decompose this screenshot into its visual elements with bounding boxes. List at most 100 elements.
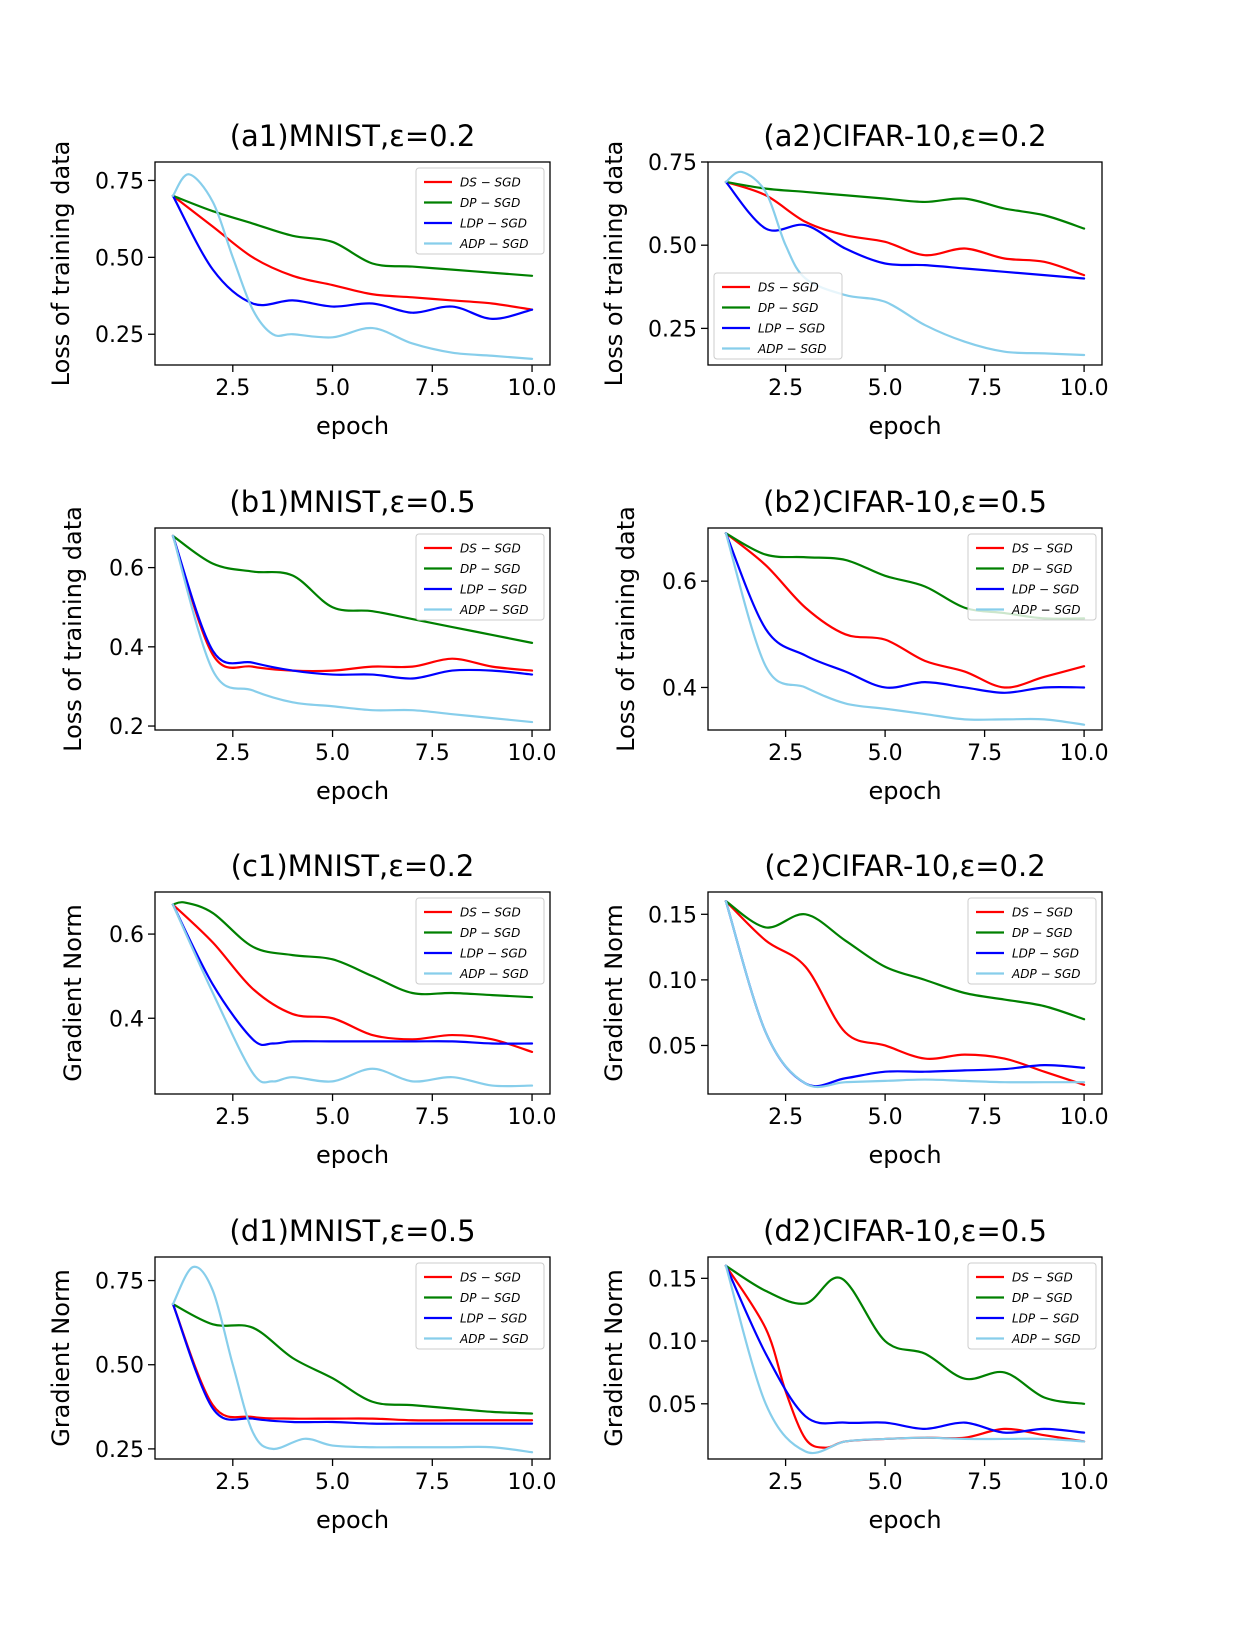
legend-label-4: ADP − SGD xyxy=(757,342,827,356)
x-tick-label: 7.5 xyxy=(415,1470,450,1495)
x-axis-label: epoch xyxy=(868,777,941,805)
series-line-2 xyxy=(724,1264,1086,1405)
x-tick-label: 2.5 xyxy=(215,376,250,401)
plot-frame xyxy=(707,161,1103,366)
series-line-3 xyxy=(724,1264,1086,1434)
x-tick-label: 2.5 xyxy=(768,1470,803,1495)
series-line-1 xyxy=(724,900,1086,1086)
y-tick-label: 0.15 xyxy=(648,903,697,928)
legend-box xyxy=(415,533,545,621)
legend-box xyxy=(415,167,545,255)
chart-title: (b1)MNIST,ε=0.5 xyxy=(229,485,475,519)
series-line-1 xyxy=(724,532,1086,689)
series-line-4 xyxy=(724,900,1086,1088)
series-line-1 xyxy=(724,180,1086,277)
series-line-3 xyxy=(724,532,1086,694)
chart-panel-5: (c1)MNIST,ε=0.2 2.5 5.0 7.5 10.0 0.4 0.6 epoch G… xyxy=(59,849,557,1169)
y-axis-label: Gradient Norm xyxy=(47,1269,75,1447)
x-tick-label: 2.5 xyxy=(215,1470,250,1495)
y-tick-label: 0.50 xyxy=(95,246,144,271)
legend-box xyxy=(415,1262,545,1350)
chart-panel-6: (c2)CIFAR-10,ε=0.2 2.5 5.0 7.5 10.0 0.05 0.10 0… xyxy=(600,849,1109,1169)
legend-label-3: LDP − SGD xyxy=(1012,583,1079,597)
x-tick-label: 10.0 xyxy=(1060,1105,1109,1130)
series-line-4 xyxy=(171,173,534,360)
series-group xyxy=(724,900,1086,1088)
legend-label-4: ADP − SGD xyxy=(1011,967,1081,981)
y-tick-label: 0.05 xyxy=(648,1393,697,1418)
series-line-2 xyxy=(171,1303,534,1415)
y-axis-label: Loss of training data xyxy=(47,141,75,387)
series-line-1 xyxy=(171,1303,534,1422)
chart-title: (a1)MNIST,ε=0.2 xyxy=(230,119,476,153)
legend: DS − SGD DP − SGD LDP − SGD ADP − SGD xyxy=(415,533,545,621)
legend-label-3: LDP − SGD xyxy=(1012,1312,1079,1326)
x-tick-label: 2.5 xyxy=(768,376,803,401)
x-tick-label: 7.5 xyxy=(967,1105,1002,1130)
legend: DS − SGD DP − SGD LDP − SGD ADP − SGD xyxy=(713,272,843,360)
x-tick-label: 5.0 xyxy=(868,1470,903,1495)
y-tick-label: 0.10 xyxy=(648,969,697,994)
legend-label-1: DS − SGD xyxy=(1012,1271,1073,1285)
y-tick-label: 0.05 xyxy=(648,1034,697,1059)
chart-panel-8: (d2)CIFAR-10,ε=0.5 2.5 5.0 7.5 10.0 0.05 0.10 0… xyxy=(600,1214,1109,1534)
series-line-3 xyxy=(171,903,534,1047)
y-tick-label: 0.4 xyxy=(109,1007,144,1032)
series-line-3 xyxy=(724,180,1086,280)
y-tick-label: 0.50 xyxy=(95,1354,144,1379)
legend: DS − SGD DP − SGD LDP − SGD ADP − SGD xyxy=(967,533,1097,621)
series-line-2 xyxy=(724,900,1086,1021)
chart-title: (c1)MNIST,ε=0.2 xyxy=(231,849,475,883)
x-axis-label: epoch xyxy=(316,1506,389,1534)
y-tick-label: 0.6 xyxy=(109,923,144,948)
x-axis-label: epoch xyxy=(868,1506,941,1534)
series-group xyxy=(171,901,534,1088)
plot-frame xyxy=(707,527,1103,731)
legend: DS − SGD DP − SGD LDP − SGD ADP − SGD xyxy=(967,1262,1097,1350)
x-tick-label: 10.0 xyxy=(1060,741,1109,766)
chart-panel-4: (b2)CIFAR-10,ε=0.5 2.5 5.0 7.5 10.0 0.4 0.6 epo… xyxy=(612,485,1109,805)
x-tick-label: 2.5 xyxy=(215,1105,250,1130)
y-tick-label: 0.6 xyxy=(109,557,144,582)
legend-label-2: DP − SGD xyxy=(460,562,520,576)
series-line-2 xyxy=(171,194,534,277)
y-axis-label: Loss of training data xyxy=(600,141,628,387)
x-tick-label: 5.0 xyxy=(315,1105,350,1130)
y-axis-label: Loss of training data xyxy=(612,506,640,752)
legend-label-2: DP − SGD xyxy=(460,196,520,210)
x-tick-label: 7.5 xyxy=(415,1105,450,1130)
plot-frame xyxy=(154,161,551,366)
x-tick-label: 7.5 xyxy=(415,741,450,766)
legend-label-1: DS − SGD xyxy=(758,281,819,295)
chart-panel-2: (a2)CIFAR-10,ε=0.2 2.5 5.0 7.5 10.0 0.25 0.50 0… xyxy=(600,119,1109,440)
series-group xyxy=(724,170,1086,357)
series-line-4 xyxy=(171,534,534,724)
legend-box xyxy=(967,1262,1097,1350)
legend-label-4: ADP − SGD xyxy=(459,967,529,981)
legend-box xyxy=(415,897,545,985)
series-line-4 xyxy=(724,170,1086,357)
chart-panel-7: (d1)MNIST,ε=0.5 2.5 5.0 7.5 10.0 0.25 0.50 0.75… xyxy=(47,1214,557,1534)
chart-title: (b2)CIFAR-10,ε=0.5 xyxy=(763,485,1047,519)
legend-label-3: LDP − SGD xyxy=(758,322,825,336)
plot-frame xyxy=(154,527,551,731)
legend: DS − SGD DP − SGD LDP − SGD ADP − SGD xyxy=(967,897,1097,985)
legend-label-4: ADP − SGD xyxy=(459,603,529,617)
series-line-3 xyxy=(171,534,534,680)
series-line-3 xyxy=(171,194,534,320)
legend-box xyxy=(713,272,843,360)
series-group xyxy=(171,1265,534,1454)
chart-title: (c2)CIFAR-10,ε=0.2 xyxy=(764,849,1045,883)
x-tick-label: 10.0 xyxy=(508,376,557,401)
chart-panel-1: (a1)MNIST,ε=0.2 2.5 5.0 7.5 10.0 0.25 0.50 0.75… xyxy=(47,119,557,440)
legend-label-2: DP − SGD xyxy=(460,1291,520,1305)
plot-frame xyxy=(154,891,551,1095)
x-tick-label: 5.0 xyxy=(868,376,903,401)
legend-label-2: DP − SGD xyxy=(460,926,520,940)
plot-frame xyxy=(154,1256,551,1460)
series-line-3 xyxy=(171,1303,534,1425)
y-tick-label: 0.25 xyxy=(95,1438,144,1463)
y-tick-label: 0.4 xyxy=(109,636,144,661)
x-tick-label: 10.0 xyxy=(508,1470,557,1495)
x-tick-label: 5.0 xyxy=(315,376,350,401)
